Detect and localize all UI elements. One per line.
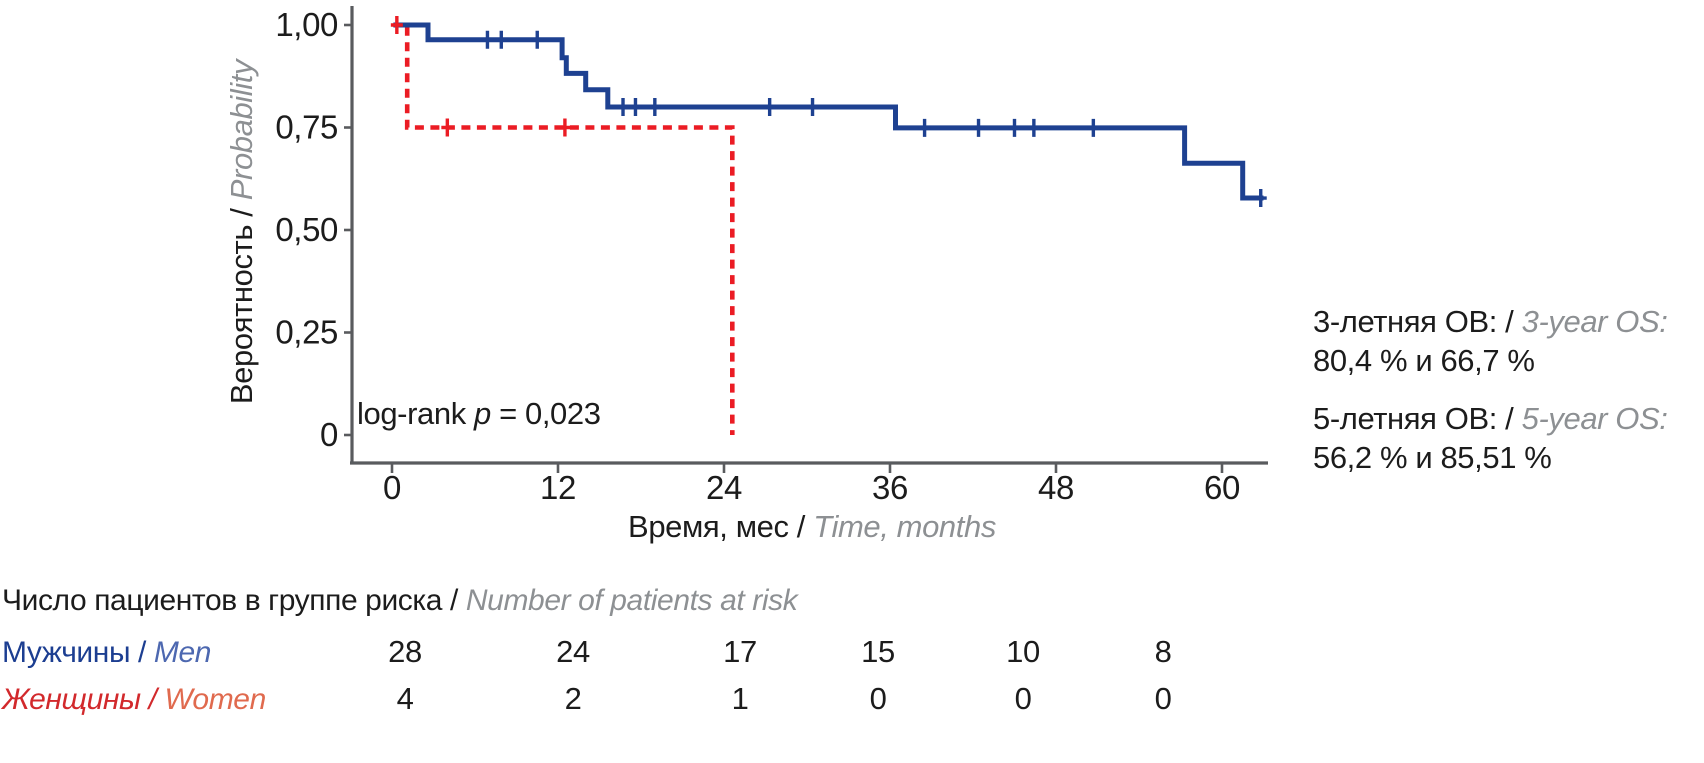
os-3yr-values: 80,4 % и 66,7 % bbox=[1313, 343, 1535, 378]
men-censor-mark bbox=[763, 98, 776, 116]
men-censor-mark bbox=[481, 30, 494, 49]
y-tick-label: 0,75 bbox=[275, 109, 338, 146]
men-censor-mark bbox=[648, 98, 661, 116]
men-survival-curve bbox=[393, 22, 1264, 201]
men-censor-mark bbox=[629, 98, 642, 116]
x-axis-title: Время, мес / Time, months bbox=[628, 509, 996, 544]
risk-count-women: 2 bbox=[565, 681, 582, 716]
y-tick-label: 0 bbox=[320, 416, 338, 453]
risk-table-header: Число пациентов в группе риска / Number … bbox=[2, 584, 800, 617]
x-tick-label: 36 bbox=[872, 469, 908, 506]
risk-count-men: 15 bbox=[861, 634, 895, 669]
x-tick-label: 48 bbox=[1038, 469, 1074, 506]
men-censor-mark bbox=[1254, 189, 1267, 208]
y-tick-label: 0,25 bbox=[275, 314, 338, 351]
risk-count-men: 10 bbox=[1006, 634, 1040, 669]
x-tick-label: 60 bbox=[1204, 469, 1240, 506]
os-3yr-label: 3-летняя ОВ: / 3-year OS: bbox=[1313, 304, 1668, 339]
x-tick-label: 0 bbox=[383, 469, 401, 506]
risk-count-women: 1 bbox=[732, 681, 749, 716]
survival-curves bbox=[393, 22, 1264, 435]
women-censor-mark bbox=[441, 118, 454, 137]
risk-count-women: 0 bbox=[1015, 681, 1032, 716]
risk-count-men: 8 bbox=[1155, 634, 1172, 669]
men-censor-mark bbox=[531, 30, 544, 49]
censor-marks bbox=[390, 16, 1267, 208]
men-censor-mark bbox=[972, 118, 985, 137]
x-tick-label: 12 bbox=[540, 469, 576, 506]
women-censor-mark bbox=[390, 16, 403, 34]
men-censor-mark bbox=[617, 98, 630, 116]
women-censor-mark bbox=[558, 118, 571, 137]
risk-table-values: 28 24 17 15 10 84 2 1 0 0 0 bbox=[388, 634, 1172, 716]
men-censor-mark bbox=[806, 98, 819, 116]
men-censor-mark bbox=[1087, 118, 1100, 137]
men-censor-mark bbox=[495, 30, 508, 49]
risk-count-men: 24 bbox=[556, 634, 590, 669]
risk-count-men: 17 bbox=[723, 634, 757, 669]
women-survival-curve bbox=[393, 22, 735, 435]
risk-count-women: 0 bbox=[1155, 681, 1172, 716]
risk-row-label-men: Мужчины / Men bbox=[2, 636, 211, 669]
y-tick-label: 1,00 bbox=[275, 6, 338, 43]
risk-count-women: 0 bbox=[870, 681, 887, 716]
x-tick-label: 24 bbox=[706, 469, 742, 506]
men-censor-mark bbox=[1008, 118, 1021, 137]
y-axis-title: Вероятность / Probability bbox=[224, 57, 259, 404]
y-tick-label: 0,50 bbox=[275, 211, 338, 248]
x-axis-ticks: 0 12 24 36 48 60 bbox=[383, 464, 1240, 506]
log-rank-annotation: log-rank p = 0,023 bbox=[357, 396, 601, 431]
risk-count-men: 28 bbox=[388, 634, 422, 669]
os-annotations: 3-летняя ОВ: / 3-year OS: 80,4 % и 66,7 … bbox=[1313, 304, 1668, 475]
men-censor-mark bbox=[1027, 118, 1040, 137]
y-axis-ticks: 1,00 0,75 0,50 0,25 0 bbox=[275, 6, 352, 453]
men-censor-mark bbox=[918, 118, 931, 137]
risk-row-label-women: Женщины / Women bbox=[0, 683, 266, 716]
risk-table: Число пациентов в группе риска / Number … bbox=[0, 584, 1172, 716]
risk-count-women: 4 bbox=[397, 681, 414, 716]
os-5yr-label: 5-летняя ОВ: / 5-year OS: bbox=[1313, 401, 1668, 436]
os-5yr-values: 56,2 % и 85,51 % bbox=[1313, 440, 1551, 475]
